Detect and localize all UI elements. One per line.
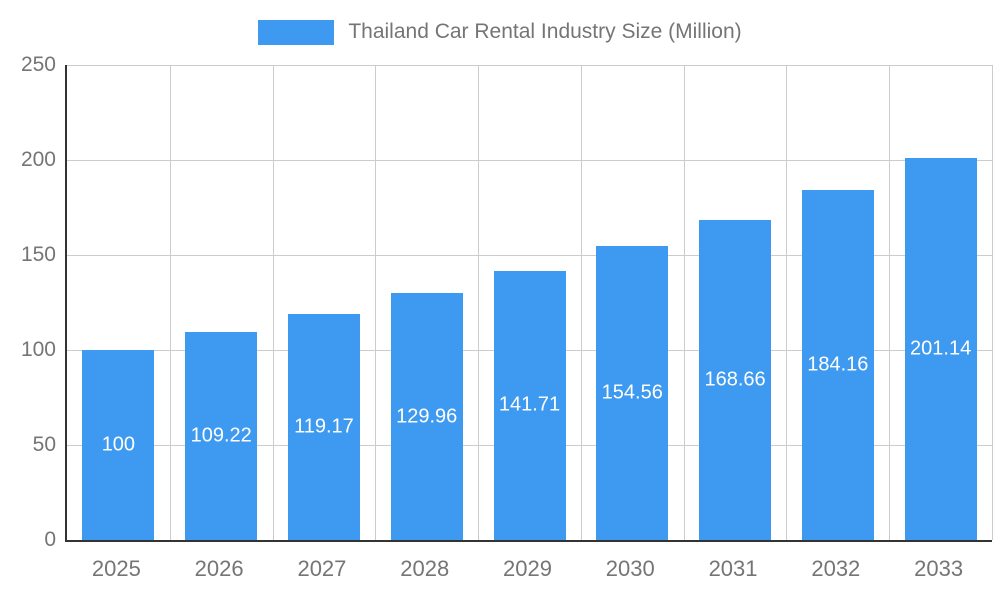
bar: 184.16 — [801, 190, 874, 540]
x-tick-label: 2032 — [811, 556, 861, 581]
y-tick-label: 200 — [20, 148, 56, 171]
x-tick-label: 2030 — [605, 556, 655, 581]
y-tick-label: 150 — [20, 243, 56, 266]
bar: 109.22 — [185, 332, 258, 540]
y-tick-label: 250 — [20, 53, 56, 76]
bar: 168.66 — [699, 219, 772, 540]
v-gridline — [992, 65, 993, 540]
bar-value-label: 119.17 — [294, 415, 354, 438]
bar: 154.56 — [596, 246, 669, 540]
bar-value-label: 141.71 — [498, 393, 561, 416]
legend: Thailand Car Rental Industry Size (Milli… — [0, 16, 1000, 48]
bar-value-label: 129.96 — [396, 405, 458, 428]
bar-value-label: 201.14 — [910, 337, 972, 360]
bar-value-label: 109.22 — [190, 424, 252, 447]
bar-value-label: 184.16 — [807, 353, 869, 376]
bar: 201.14 — [904, 157, 977, 540]
v-gridline — [272, 65, 274, 540]
bar-value-label: 100 — [101, 433, 136, 456]
y-tick-label: 0 — [44, 528, 56, 551]
legend-swatch — [258, 19, 335, 45]
bar: 129.96 — [390, 293, 463, 540]
v-gridline — [889, 65, 891, 540]
v-gridline — [580, 65, 582, 540]
y-tick-label: 50 — [32, 433, 56, 456]
h-gridline — [67, 160, 992, 161]
bars: 100 109.22 119.17 129.96 141.71 154.56 168.66 1… — [67, 65, 992, 540]
v-gridline — [375, 65, 377, 540]
x-tick-label: 2027 — [297, 556, 347, 581]
x-tick-label: 2026 — [194, 556, 244, 581]
x-tick-label: 2025 — [91, 556, 141, 581]
plot-area: 100 109.22 119.17 129.96 141.71 154.56 168.66 1… — [65, 65, 993, 542]
v-gridline — [478, 65, 480, 540]
v-gridline — [786, 65, 788, 540]
y-tick-label: 100 — [20, 338, 56, 361]
bar-value-label: 168.66 — [704, 368, 766, 391]
x-tick-label: 2028 — [400, 556, 450, 581]
bar: 100 — [82, 350, 155, 540]
v-gridline — [683, 65, 685, 540]
x-tick-label: 2033 — [914, 556, 964, 581]
bar-value-label: 154.56 — [601, 381, 663, 404]
x-tick-label: 2031 — [708, 556, 758, 581]
bar: 141.71 — [493, 270, 566, 540]
h-gridline — [67, 65, 992, 66]
chart-title: Thailand Car Rental Industry Size (Milli… — [348, 20, 742, 43]
x-tick-label: 2029 — [503, 556, 552, 581]
h-gridline — [67, 255, 992, 256]
v-gridline — [169, 65, 171, 540]
bar: 119.17 — [287, 313, 360, 540]
